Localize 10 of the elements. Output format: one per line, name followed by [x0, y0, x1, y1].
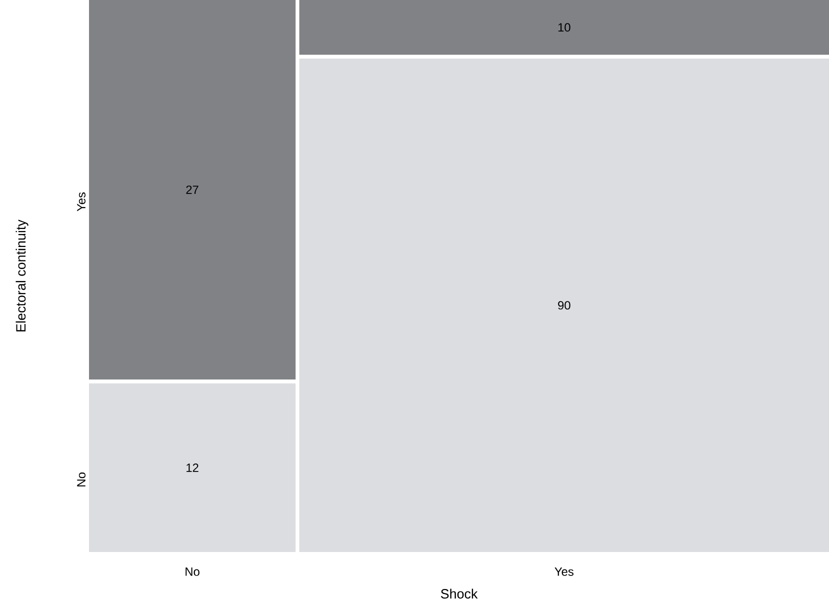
data-label: 27 [186, 186, 198, 194]
text: Electoral continuity [16, 220, 28, 332]
category-label: Yes [554, 568, 574, 576]
data-label: 12 [186, 464, 198, 472]
text: Shock [440, 588, 478, 599]
data-label: 10 [558, 23, 570, 32]
text: No [77, 472, 86, 486]
data-label: 90 [558, 301, 570, 310]
text: Yes [77, 192, 86, 212]
category-label: No [186, 568, 200, 576]
